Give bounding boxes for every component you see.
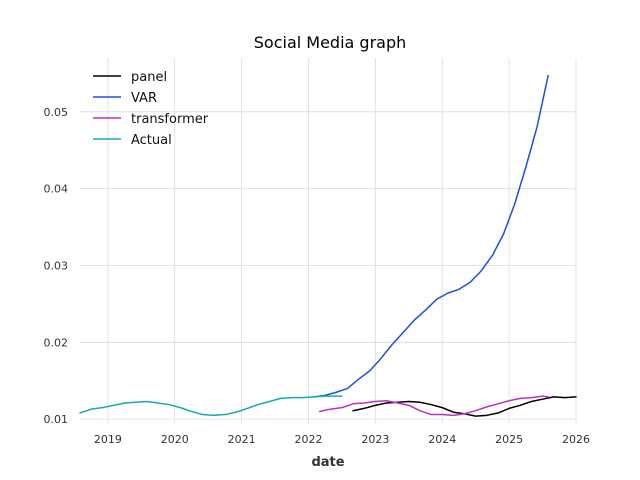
x-axis-label: date (311, 455, 344, 470)
x-tick-label: 2021 (228, 433, 256, 446)
y-tick-label: 0.05 (44, 106, 69, 119)
y-tick-label: 0.03 (44, 259, 69, 272)
x-tick-label: 2024 (428, 433, 456, 446)
x-tick-label: 2022 (294, 433, 322, 446)
series-line-var (313, 74, 549, 398)
legend-label-panel: panel (131, 70, 167, 85)
y-tick-label: 0.04 (44, 183, 69, 196)
x-tick-label: 2025 (495, 433, 523, 446)
legend-label-actual: Actual (131, 133, 172, 148)
series-line-transformer (318, 395, 549, 417)
x-tick-label: 2026 (562, 433, 590, 446)
series-line-actual (79, 395, 343, 417)
x-axis-ticks: 2019 2020 2021 2022 2023 2024 2025 2026 (94, 433, 590, 446)
legend-label-var: VAR (131, 91, 157, 106)
y-tick-label: 0.02 (44, 336, 69, 349)
grid-layer (80, 58, 577, 423)
y-axis-ticks: 0.01 0.02 0.03 0.04 0.05 (44, 106, 69, 426)
series-layer (79, 74, 577, 417)
x-tick-label: 2019 (94, 433, 122, 446)
legend-label-transformer: transformer (131, 112, 209, 127)
chart-title: Social Media graph (254, 33, 407, 52)
legend: panel VAR transformer Actual (93, 70, 209, 148)
y-tick-label: 0.01 (44, 413, 69, 426)
x-tick-label: 2020 (161, 433, 189, 446)
x-tick-label: 2023 (361, 433, 389, 446)
